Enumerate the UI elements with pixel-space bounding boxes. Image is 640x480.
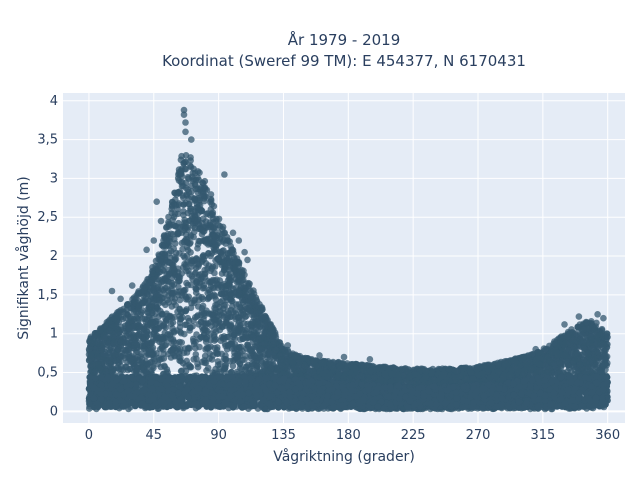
data-point xyxy=(135,330,143,338)
data-point xyxy=(219,223,227,231)
data-point xyxy=(127,365,134,373)
data-point xyxy=(184,238,191,246)
data-point xyxy=(202,218,210,225)
data-point xyxy=(172,255,180,263)
data-point xyxy=(201,266,208,274)
data-point xyxy=(212,365,219,373)
data-point xyxy=(168,303,176,310)
data-point xyxy=(152,327,159,334)
data-point xyxy=(228,249,236,257)
data-point xyxy=(177,367,185,375)
data-point xyxy=(220,236,228,244)
data-point xyxy=(203,367,210,374)
data-point xyxy=(172,240,179,247)
data-point xyxy=(186,364,194,371)
data-point xyxy=(170,245,177,252)
data-point xyxy=(187,281,195,289)
data-point xyxy=(179,245,186,253)
data-point xyxy=(124,312,132,319)
data-points xyxy=(85,106,611,413)
